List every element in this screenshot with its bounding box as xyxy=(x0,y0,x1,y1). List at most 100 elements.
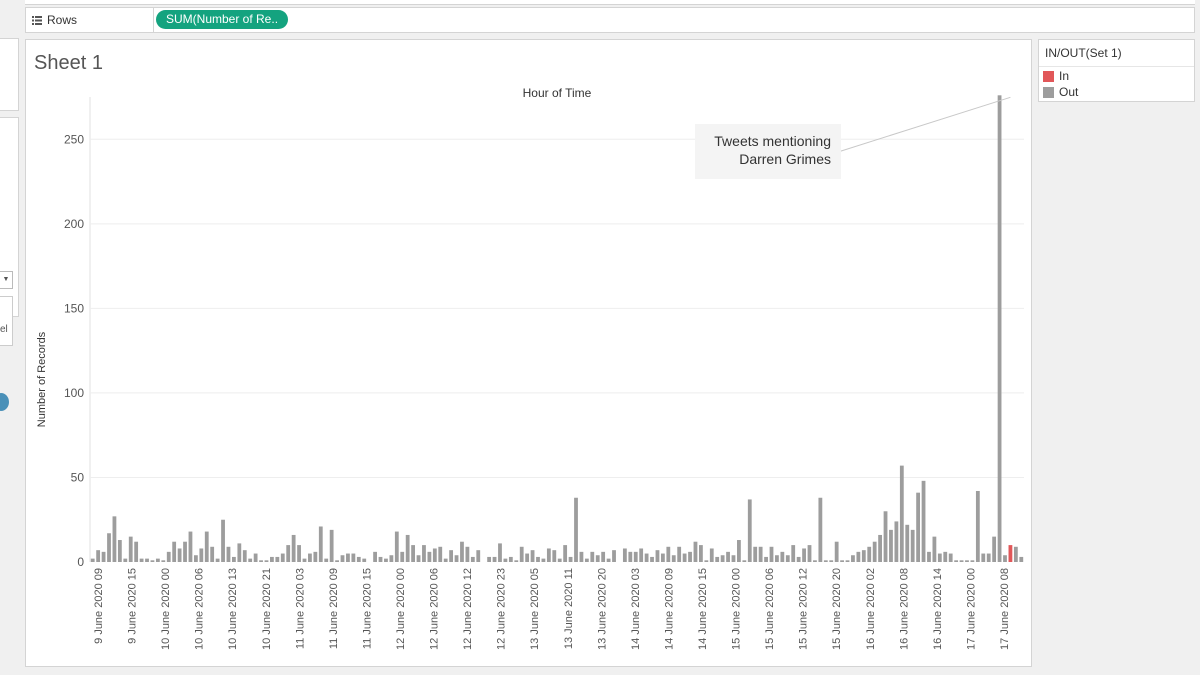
worksheet-view: Sheet 1 Hour of Time 0 50 100 150 200 250 Numbe… xyxy=(25,39,1032,667)
bar-out xyxy=(96,550,101,562)
bar-out xyxy=(1003,555,1007,562)
legend-item-in[interactable]: In xyxy=(1039,67,1194,83)
bar-out xyxy=(807,545,812,562)
bar-out xyxy=(699,545,703,562)
bar-out xyxy=(101,551,106,562)
x-tick-label: 12 June 2020 12 xyxy=(462,568,474,650)
bar-out xyxy=(780,551,785,562)
bar-out xyxy=(449,550,454,562)
bar-out xyxy=(329,529,334,562)
y-tick-label: 100 xyxy=(64,386,84,400)
bar-out xyxy=(275,556,280,562)
x-tick-label: 10 June 2020 13 xyxy=(227,568,239,650)
bar-out xyxy=(764,556,768,562)
bar-out xyxy=(644,553,649,562)
bar-out xyxy=(737,540,741,562)
bar-out xyxy=(856,551,861,562)
rows-measure-pill[interactable]: SUM(Number of Re.. xyxy=(156,10,289,29)
bar-out xyxy=(443,558,448,562)
bar-out xyxy=(671,555,676,562)
rows-shelf-label: Rows xyxy=(32,13,77,27)
bar-out xyxy=(373,551,377,562)
bar-out xyxy=(813,560,817,562)
bar-out xyxy=(753,546,758,562)
bar-out xyxy=(628,551,633,562)
bar-out xyxy=(155,558,160,562)
bar-out xyxy=(432,548,437,562)
x-tick-label: 17 June 2020 08 xyxy=(999,568,1011,650)
bar-out xyxy=(823,560,828,562)
bar-out xyxy=(503,558,508,562)
x-tick-label: 12 June 2020 00 xyxy=(395,568,407,650)
bar-out xyxy=(270,556,274,562)
bar-out xyxy=(818,497,823,562)
bar-out xyxy=(829,560,834,562)
bar-out xyxy=(476,550,481,562)
rows-label-text: Rows xyxy=(47,13,78,27)
bar-out xyxy=(128,536,133,562)
bar-out xyxy=(720,555,725,562)
bar-out xyxy=(731,555,736,562)
y-axis-title: Number of Records xyxy=(36,331,48,427)
bar-out xyxy=(660,553,665,562)
filter-box-text: el xyxy=(0,324,8,335)
y-tick-label: 50 xyxy=(71,470,85,484)
x-tick-label: 15 June 2020 20 xyxy=(831,568,843,650)
bar-out xyxy=(1013,546,1018,562)
bar-out xyxy=(335,560,339,562)
legend-label-out: Out xyxy=(1059,85,1079,99)
x-tick-label: 9 June 2020 15 xyxy=(127,568,139,644)
bar-out xyxy=(867,546,872,562)
bar-out xyxy=(693,541,698,562)
bar-out xyxy=(422,545,426,562)
bar-out xyxy=(747,499,752,562)
bar-out xyxy=(650,556,654,562)
legend-item-out[interactable]: Out xyxy=(1039,83,1194,99)
x-tick-label: 17 June 2020 00 xyxy=(965,568,977,650)
chevron-down-icon[interactable]: ▼ xyxy=(0,271,13,289)
bar-out xyxy=(590,551,595,562)
bar-out xyxy=(291,534,296,562)
filter-box[interactable]: el xyxy=(0,296,13,346)
x-tick-label: 13 June 2020 05 xyxy=(529,568,541,650)
bar-out xyxy=(568,556,573,562)
bar-out xyxy=(883,511,888,562)
bar-out xyxy=(378,556,383,562)
legend-title: IN/OUT(Set 1) xyxy=(1039,40,1194,67)
bar-out xyxy=(916,492,921,562)
color-legend: IN/OUT(Set 1) In Out xyxy=(1038,39,1195,102)
bar-out xyxy=(965,560,969,562)
bar-out xyxy=(226,546,231,562)
x-tick-label: 14 June 2020 09 xyxy=(663,568,675,650)
legend-swatch-out xyxy=(1043,86,1054,98)
y-tick-label: 250 xyxy=(64,132,84,146)
bar-out xyxy=(308,553,312,562)
bar-out xyxy=(861,550,866,562)
bar-out xyxy=(465,546,470,562)
x-tick-label: 15 June 2020 00 xyxy=(731,568,743,650)
bar-out xyxy=(389,555,394,562)
bar-out xyxy=(677,546,682,562)
bar-out xyxy=(416,555,421,562)
y-tick-label: 0 xyxy=(77,555,84,569)
bar-out xyxy=(834,541,839,562)
slider-handle[interactable] xyxy=(0,393,9,411)
bar-out xyxy=(769,546,774,562)
bar-out xyxy=(123,558,128,562)
left-panel-filters: ▼ el xyxy=(0,117,19,411)
bar-out xyxy=(530,550,535,562)
bar-out xyxy=(954,560,959,562)
x-tick-label: 14 June 2020 03 xyxy=(630,568,642,650)
bar-out xyxy=(899,465,904,562)
bar-out xyxy=(889,529,893,562)
bar-out xyxy=(791,545,796,562)
bar-out xyxy=(112,516,117,562)
bar-out xyxy=(514,560,519,562)
bar-out xyxy=(351,553,356,562)
bar-in xyxy=(1008,545,1013,562)
bar-out xyxy=(536,556,540,562)
x-tick-label: 11 June 2020 09 xyxy=(328,568,340,649)
x-tick-label: 10 June 2020 21 xyxy=(261,568,273,650)
bar-out xyxy=(910,529,915,562)
bar-out xyxy=(280,553,285,562)
